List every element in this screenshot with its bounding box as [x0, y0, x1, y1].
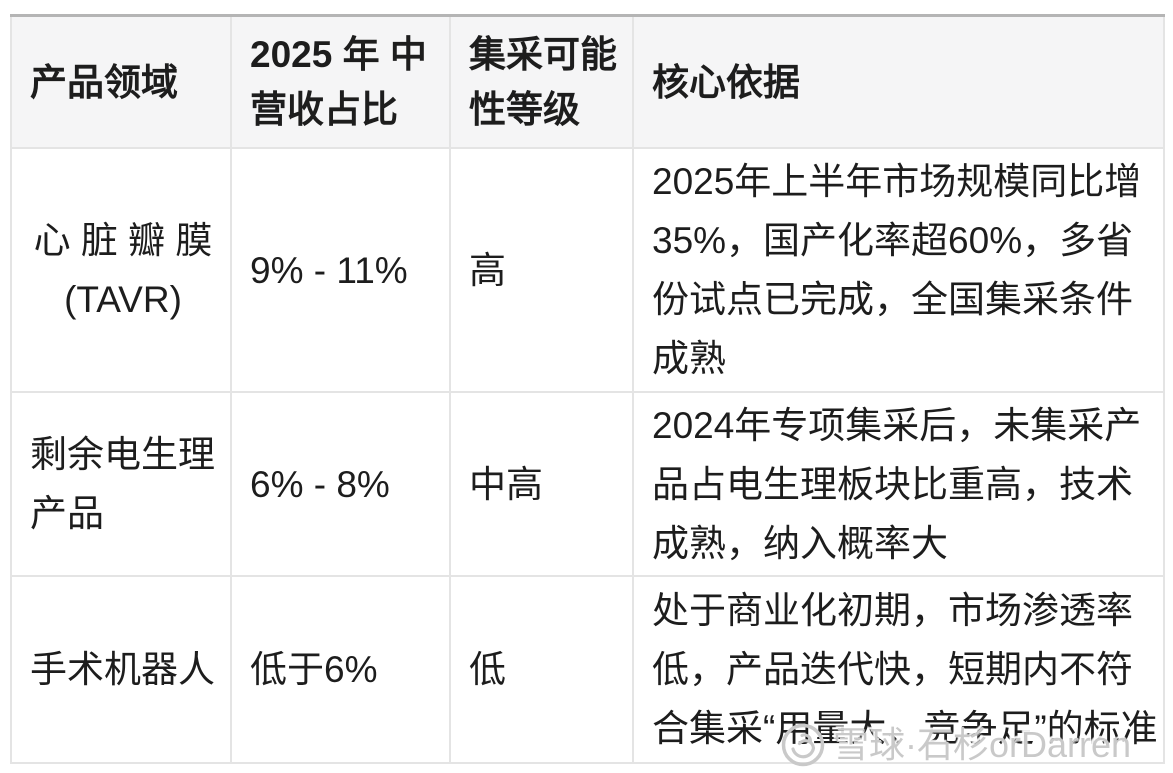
- snowball-logo-icon: [781, 723, 825, 767]
- col-header-revenue-share: 2025 年 中 营收占比: [230, 14, 451, 149]
- col-header-label: 核心依据: [652, 61, 800, 103]
- cell-revenue-share: 低于6%: [230, 575, 451, 764]
- col-header-product-area: 产品领域: [10, 14, 232, 149]
- col-header-label: 集采可能 性等级: [469, 34, 617, 130]
- cell-procurement-level: 低: [449, 575, 634, 764]
- cell-core-basis: 2025年上半年市场规模同比增 35%，国产化率超60%，多省 份试点已完成，全…: [632, 147, 1165, 393]
- cell-procurement-level: 高: [449, 147, 634, 393]
- cell-revenue-share: 6% - 8%: [230, 391, 451, 577]
- cell-core-basis: 2024年专项集采后，未集采产 品占电生理板块比重高，技术 成熟，纳入概率大: [632, 391, 1165, 577]
- procurement-likelihood-table: 产品领域 2025 年 中 营收占比 集采可能 性等级 核心依据 心 脏 瓣 膜…: [10, 14, 1165, 764]
- watermark: 雪球·石杉orDarren: [780, 722, 1131, 768]
- table-header-row: 产品领域 2025 年 中 营收占比 集采可能 性等级 核心依据: [10, 14, 1165, 149]
- col-header-label: 产品领域: [30, 61, 178, 103]
- cell-procurement-level: 中高: [449, 391, 634, 577]
- cell-revenue-share: 9% - 11%: [230, 147, 451, 393]
- table-row-surgical-robot: 手术机器人 低于6% 低 处于商业化初期，市场渗透率 低，产品迭代快，短期内不符…: [10, 575, 1165, 764]
- cell-product-area: 剩余电生理 产品: [10, 391, 232, 577]
- table-row-tavr: 心 脏 瓣 膜 (TAVR) 9% - 11% 高 2025年上半年市场规模同比…: [10, 147, 1165, 393]
- col-header-label: 2025 年 中 营收占比: [250, 34, 427, 130]
- article-table-container: 产品领域 2025 年 中 营收占比 集采可能 性等级 核心依据 心 脏 瓣 膜…: [10, 14, 1165, 764]
- col-header-procurement-level: 集采可能 性等级: [449, 14, 634, 149]
- cell-product-area: 手术机器人: [10, 575, 232, 764]
- col-header-core-basis: 核心依据: [632, 14, 1165, 149]
- cell-product-area: 心 脏 瓣 膜 (TAVR): [10, 147, 232, 393]
- table-row-electrophysiology: 剩余电生理 产品 6% - 8% 中高 2024年专项集采后，未集采产 品占电生…: [10, 391, 1165, 577]
- cell-core-basis: 处于商业化初期，市场渗透率 低，产品迭代快，短期内不符 合集采“用量大、竞争足”…: [632, 575, 1165, 764]
- watermark-text: 雪球·石杉orDarren: [833, 724, 1132, 765]
